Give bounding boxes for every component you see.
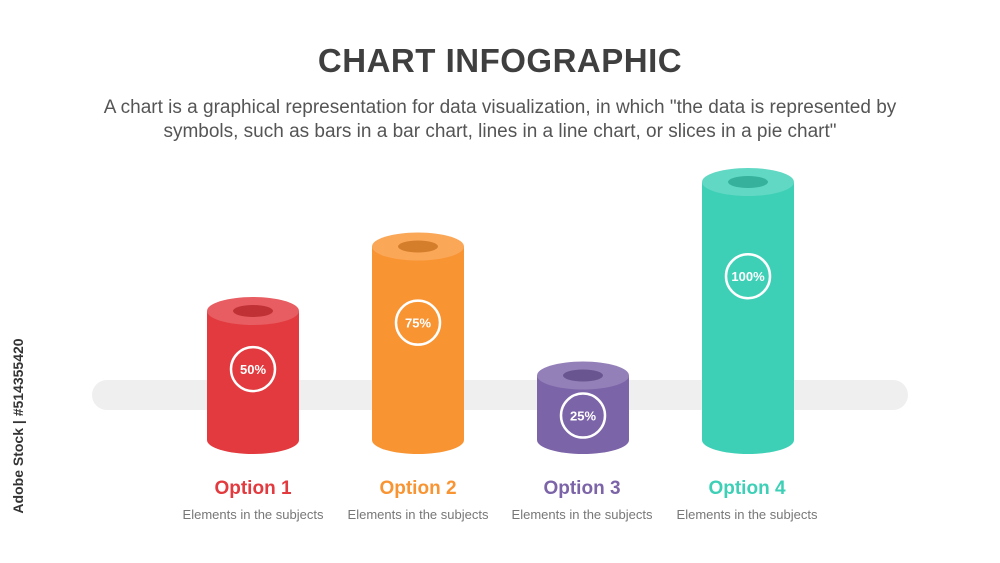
option-2-description: Elements in the subjects (347, 507, 489, 522)
bar-hole-1 (233, 305, 273, 317)
option-4-label: Option 4 (708, 478, 786, 499)
bar-option-3: 25% (537, 361, 629, 454)
bar-badge-ring-1 (229, 345, 277, 393)
option-3-label: Option 3 (543, 478, 621, 499)
option-1-description: Elements in the subjects (182, 507, 324, 522)
option-3-description: Elements in the subjects (511, 507, 653, 522)
bar-badge-ring-2 (394, 299, 442, 346)
bar-body-4 (702, 182, 794, 454)
bar-option-2: 75% (372, 232, 464, 454)
bar-data-label-3: 25% (570, 409, 596, 424)
option-2-label: Option 2 (379, 478, 457, 499)
bar-body-3 (537, 375, 629, 454)
page-subtitle: A chart is a graphical representation fo… (103, 97, 897, 142)
bar-option-4: 100% (702, 168, 794, 454)
bar-data-label-4: 100% (731, 269, 765, 284)
bar-body-1 (207, 311, 299, 454)
bar-data-label-1: 50% (240, 362, 266, 377)
bar-data-label-2: 75% (405, 316, 431, 331)
bar-body-2 (372, 246, 464, 454)
option-1-label: Option 1 (214, 478, 292, 499)
bar-hole-2 (398, 240, 438, 253)
bars-group: 50% 75% 25% 100% (207, 168, 794, 454)
page-title: CHART INFOGRAPHIC (317, 42, 683, 79)
bar-badge-ring-4 (724, 252, 772, 300)
side-stock-id: Adobe Stock | #514355420 (10, 338, 26, 514)
bar-hole-4 (728, 176, 768, 188)
bar-option-1: 50% (207, 297, 299, 454)
option-4-description: Elements in the subjects (676, 507, 818, 522)
bar-badge-ring-3 (559, 392, 607, 439)
bar-hole-3 (563, 369, 603, 382)
